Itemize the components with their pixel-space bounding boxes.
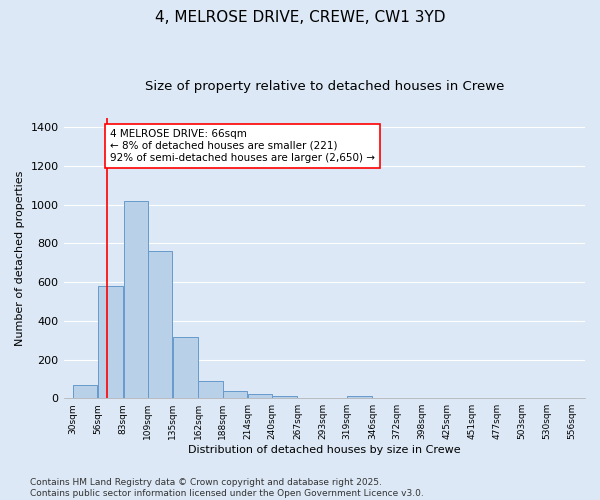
Bar bbox=[73, 385, 97, 398]
Text: 4 MELROSE DRIVE: 66sqm
← 8% of detached houses are smaller (221)
92% of semi-det: 4 MELROSE DRIVE: 66sqm ← 8% of detached … bbox=[110, 130, 375, 162]
Bar bbox=[98, 286, 123, 398]
Bar bbox=[248, 394, 272, 398]
Bar bbox=[124, 201, 148, 398]
Bar bbox=[148, 251, 172, 398]
Text: Contains HM Land Registry data © Crown copyright and database right 2025.
Contai: Contains HM Land Registry data © Crown c… bbox=[30, 478, 424, 498]
Bar bbox=[173, 338, 198, 398]
Bar bbox=[272, 396, 298, 398]
Bar bbox=[347, 396, 373, 398]
X-axis label: Distribution of detached houses by size in Crewe: Distribution of detached houses by size … bbox=[188, 445, 461, 455]
Bar bbox=[223, 391, 247, 398]
Title: Size of property relative to detached houses in Crewe: Size of property relative to detached ho… bbox=[145, 80, 504, 93]
Y-axis label: Number of detached properties: Number of detached properties bbox=[15, 170, 25, 346]
Text: 4, MELROSE DRIVE, CREWE, CW1 3YD: 4, MELROSE DRIVE, CREWE, CW1 3YD bbox=[155, 10, 445, 25]
Bar bbox=[199, 381, 223, 398]
